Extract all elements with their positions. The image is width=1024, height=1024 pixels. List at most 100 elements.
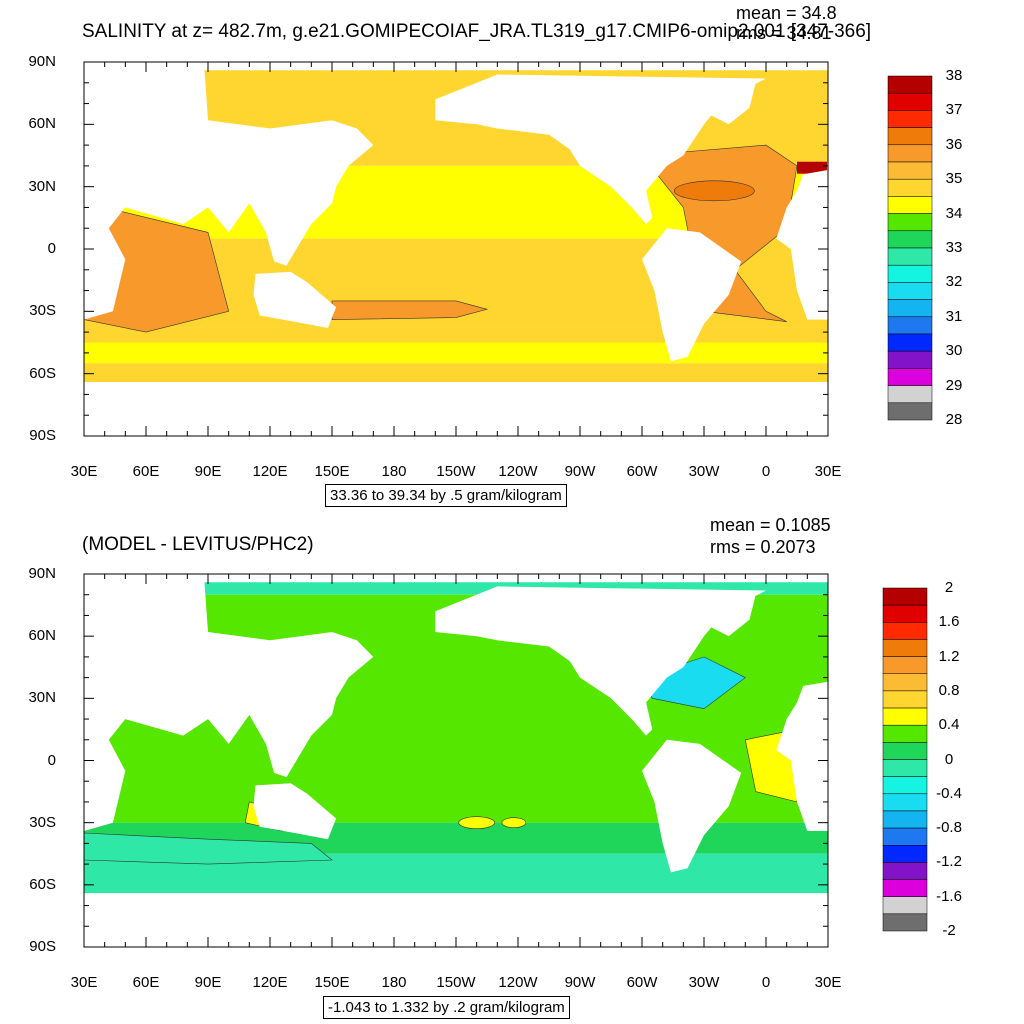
lat-label: 30N (28, 689, 56, 707)
lat-label: 90S (29, 938, 56, 955)
panel1-indian-high (84, 207, 230, 333)
lon-label: 30W (688, 974, 720, 991)
colorbar-swatch (887, 402, 933, 421)
colorbar-label: 31 (945, 307, 963, 325)
lon-label: 60E (132, 463, 160, 480)
lon-label: 0 (761, 974, 771, 991)
panel1-land (253, 271, 337, 328)
colorbar-swatch (882, 793, 928, 812)
colorbar-swatch (887, 127, 933, 146)
lon-label: 90E (194, 463, 222, 480)
colorbar-swatch (887, 144, 933, 163)
colorbar-swatch (887, 161, 933, 180)
colorbar-label: 1.2 (938, 647, 960, 665)
colorbar-label: -1.6 (936, 887, 962, 905)
colorbar-swatch (882, 827, 928, 846)
colorbar-swatch (887, 385, 933, 404)
colorbar-label: 37 (945, 101, 963, 119)
lat-label: 30S (29, 302, 56, 320)
lat-label: 0 (47, 751, 56, 769)
colorbar-swatch (887, 92, 933, 111)
panel2-mean: mean = 0.1085 (710, 515, 831, 535)
panel2-range-label: -1.043 to 1.332 by .2 gram/kilogram (323, 996, 570, 1019)
lat-label: 30N (28, 177, 56, 195)
panel1-title: SALINITY at z= 482.7m, g.e21.GOMIPECOIAF… (82, 21, 872, 42)
colorbar-label: 2 (944, 579, 954, 596)
colorbar-swatch (882, 622, 928, 640)
panel2-land (683, 594, 756, 637)
panel2-colorbar (882, 587, 928, 932)
panel1-land (435, 74, 766, 225)
lon-label: 60W (626, 974, 658, 991)
colorbar-swatch (882, 913, 928, 932)
lon-label: 90W (564, 463, 596, 480)
lon-label: 30E (70, 974, 98, 991)
colorbar-swatch (882, 724, 928, 743)
lon-label: 0 (761, 463, 771, 480)
panel2-southern-low (84, 832, 333, 865)
colorbar-swatch (882, 759, 928, 777)
colorbar-label: 0.4 (938, 716, 960, 734)
lon-label: 120E (252, 463, 288, 480)
panel2-land (642, 739, 742, 873)
colorbar-swatch (882, 776, 928, 795)
lon-label: 30E (70, 463, 98, 480)
panel1-land (84, 62, 374, 320)
lon-label: 180 (381, 463, 407, 480)
colorbar-swatch (882, 690, 928, 709)
lon-label: 120E (252, 974, 288, 991)
colorbar-swatch (887, 299, 933, 318)
colorbar-swatch (882, 742, 928, 760)
colorbar-label: 30 (945, 342, 963, 360)
colorbar-swatch (882, 810, 928, 829)
colorbar-label: 0 (944, 750, 954, 768)
panel2-pacific-high (458, 816, 495, 829)
lon-label: 180 (381, 974, 407, 991)
colorbar-swatch (887, 282, 933, 300)
colorbar-swatch (887, 75, 933, 94)
colorbar-swatch (887, 333, 933, 352)
colorbar-swatch (887, 110, 933, 128)
lat-label: 90S (29, 427, 56, 444)
colorbar-swatch (887, 350, 933, 369)
lon-label: 90W (564, 974, 596, 991)
colorbar-label: 29 (945, 376, 963, 394)
colorbar-swatch (882, 845, 928, 863)
colorbar-swatch (882, 604, 928, 623)
lat-label: 60N (28, 115, 56, 133)
colorbar-swatch (887, 247, 933, 266)
colorbar-label: 35 (945, 170, 963, 188)
panel2-rms: rms = 0.2073 (710, 537, 816, 557)
panel1-atlantic-core (674, 180, 755, 202)
colorbar-label: -0.8 (936, 819, 962, 837)
colorbar-swatch (882, 707, 928, 726)
colorbar-swatch (887, 316, 933, 335)
panel2-land (84, 574, 374, 831)
lon-label: 30E (814, 463, 842, 480)
lat-label: 90N (28, 565, 56, 582)
colorbar-swatch (887, 196, 933, 214)
colorbar-label: 38 (945, 67, 963, 84)
colorbar-label: 36 (945, 135, 963, 153)
lat-label: 60S (29, 364, 56, 382)
lon-label: 150E (314, 974, 350, 991)
panel2-land (776, 681, 828, 831)
colorbar-label: 28 (945, 411, 963, 428)
panel1-land (84, 382, 828, 436)
lon-label: 120W (498, 974, 538, 991)
colorbar-swatch (882, 587, 928, 606)
panel1-ocean-band (84, 327, 828, 343)
colorbar-label: 34 (945, 204, 963, 222)
panel2-land (84, 893, 828, 947)
panel2-map (83, 573, 829, 948)
colorbar-label: -1.2 (936, 853, 962, 871)
panel2-title: (MODEL - LEVITUS/PHC2) (82, 534, 314, 555)
panel1-colorbar (887, 75, 933, 421)
panel1-rms: rms = 34.81 (736, 23, 832, 43)
colorbar-swatch (887, 178, 933, 197)
colorbar-swatch (887, 230, 933, 249)
colorbar-label: 33 (945, 239, 963, 256)
panel1-land (683, 82, 756, 125)
panel1-land (776, 170, 828, 320)
